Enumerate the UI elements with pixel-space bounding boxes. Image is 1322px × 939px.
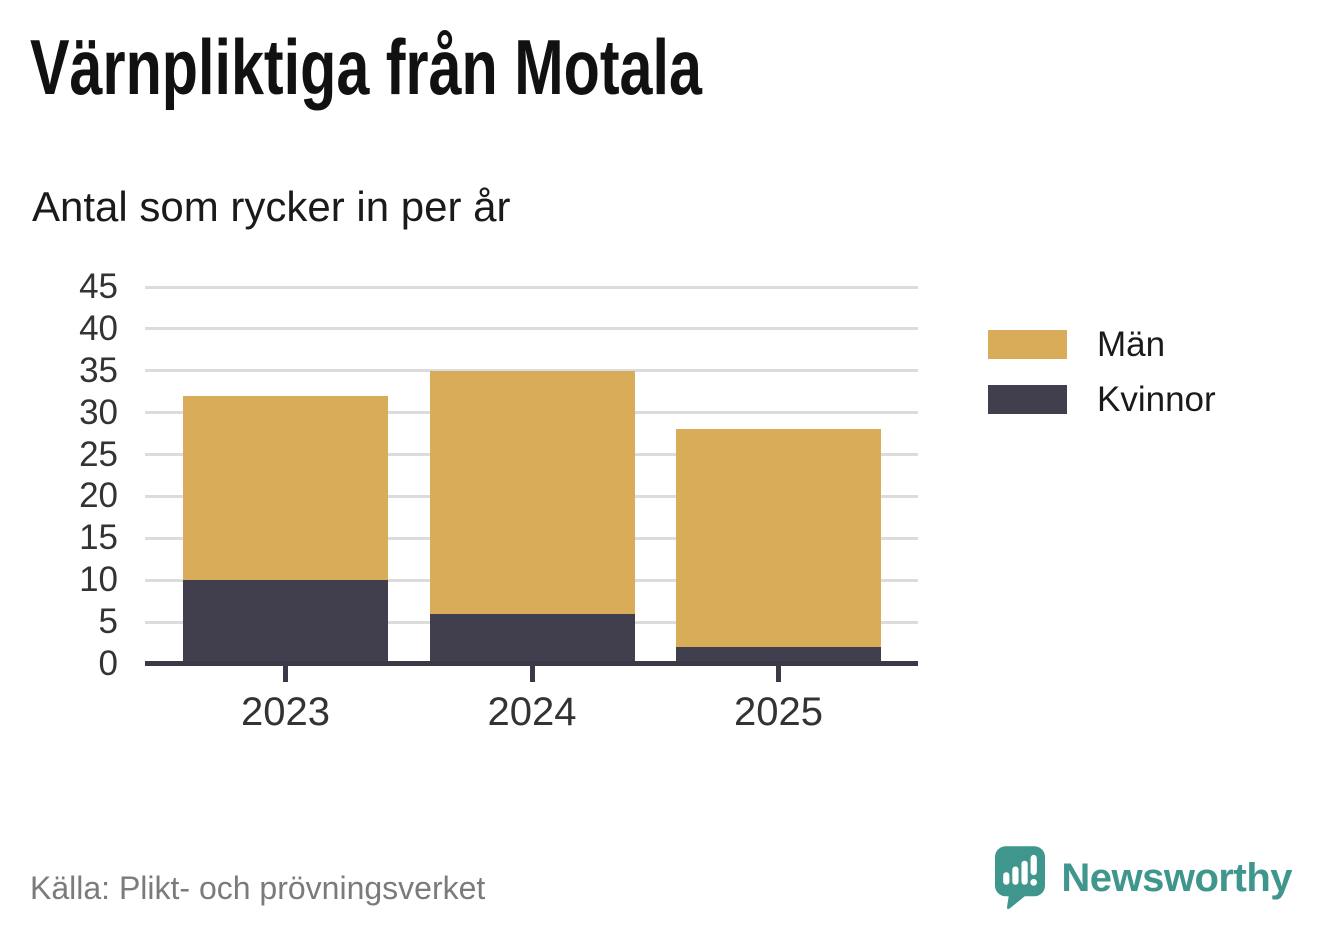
- x-axis-label-2024: 2024: [487, 690, 577, 734]
- x-axis-tick-labels: 2023 2024 2025: [145, 686, 918, 738]
- x-axis-tick-2025: [776, 666, 781, 682]
- bar-segment-man-2025: [676, 429, 881, 648]
- chart-title: Värnpliktiga från Motala: [30, 23, 702, 111]
- legend-label-kvinnor: Kvinnor: [1097, 380, 1216, 419]
- chart-subtitle: Antal som rycker in per år: [32, 183, 511, 230]
- x-axis-label-2025: 2025: [734, 690, 823, 734]
- y-axis-label-35: 35: [79, 350, 118, 390]
- bar-segment-kvinnor-2024: [429, 613, 635, 664]
- gridline-y-45: [145, 285, 918, 289]
- y-axis-label-20: 20: [79, 476, 118, 516]
- y-axis-tick-labels: 0 5 10 15 20 25 30 35 40 45: [30, 267, 118, 683]
- newsworthy-wordmark: Newsworthy: [1061, 855, 1292, 900]
- y-axis-label-45: 45: [79, 267, 118, 306]
- x-axis-tick-2024: [529, 666, 535, 682]
- y-axis-label-40: 40: [79, 308, 118, 348]
- legend-swatch-man: [988, 330, 1067, 359]
- legend-item-kvinnor: Kvinnor: [988, 380, 1216, 419]
- bar-segment-man-2024: [429, 370, 635, 614]
- y-axis-label-0: 0: [98, 644, 118, 683]
- legend: Män Kvinnor: [988, 325, 1216, 440]
- y-axis-label-30: 30: [79, 392, 118, 432]
- x-axis-line: [145, 661, 918, 666]
- y-axis-label-10: 10: [79, 560, 118, 600]
- gridline-y-40: [145, 327, 918, 331]
- legend-item-man: Män: [988, 325, 1216, 364]
- y-axis-label-25: 25: [79, 434, 118, 474]
- legend-swatch-kvinnor: [988, 385, 1067, 414]
- x-axis-label-2023: 2023: [241, 690, 330, 734]
- y-axis-label-5: 5: [98, 602, 118, 642]
- gridline-y-35: [145, 369, 918, 373]
- newsworthy-logo: Newsworthy: [995, 845, 1292, 911]
- x-axis-tick-2023: [283, 666, 288, 682]
- newsworthy-logo-icon: [995, 846, 1046, 910]
- source-note: Källa: Plikt- och prövningsverket: [30, 870, 486, 906]
- plot-area: [145, 285, 918, 682]
- bar-segment-kvinnor-2023: [183, 580, 388, 664]
- y-axis-label-15: 15: [79, 518, 118, 558]
- legend-label-man: Män: [1097, 325, 1166, 364]
- bar-segment-man-2023: [183, 395, 388, 581]
- bar-segment-kvinnor-2025: [676, 647, 881, 664]
